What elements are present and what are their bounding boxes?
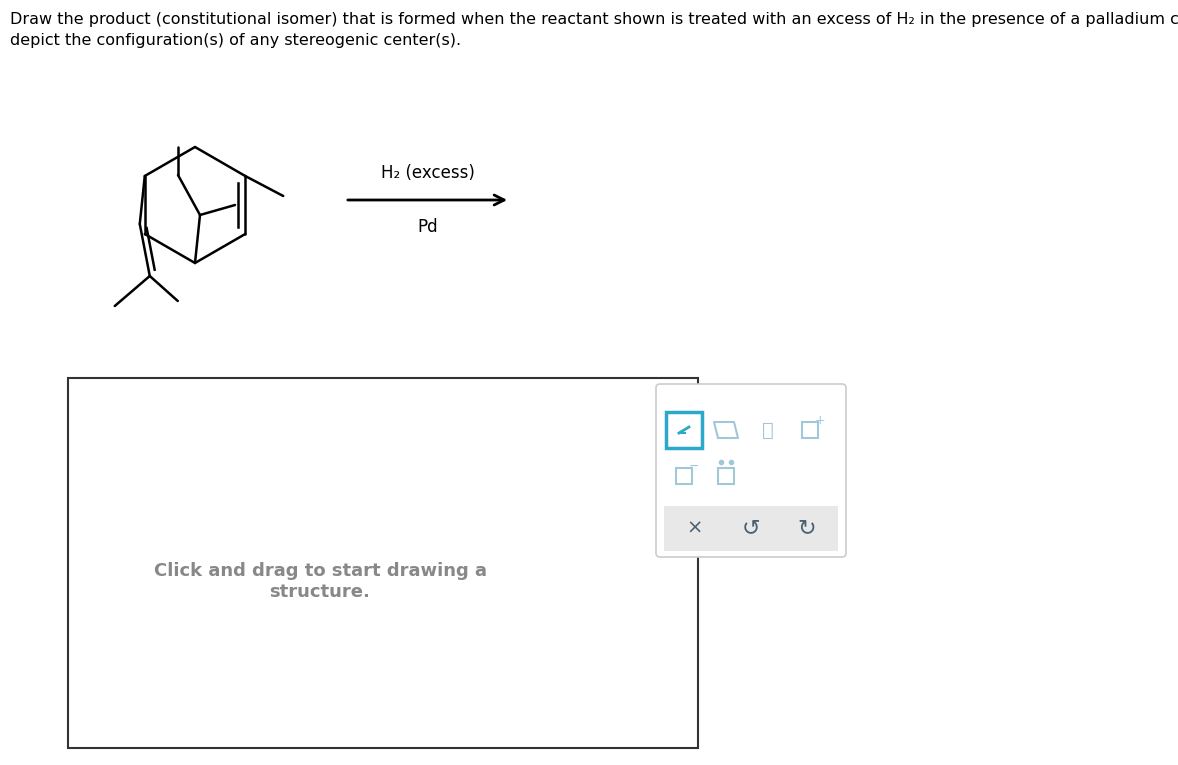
Text: H₂ (excess): H₂ (excess) — [380, 164, 475, 182]
Text: depict the configuration(s) of any stereogenic center(s).: depict the configuration(s) of any stere… — [9, 33, 461, 48]
Text: ↻: ↻ — [798, 518, 816, 538]
Text: ↺: ↺ — [742, 518, 760, 538]
Text: ×: × — [687, 519, 703, 538]
Bar — [664, 506, 838, 551]
Bar — [68, 378, 699, 748]
FancyBboxPatch shape — [656, 384, 846, 557]
Text: +: + — [815, 414, 826, 427]
Text: Pd: Pd — [417, 218, 438, 236]
Bar — [676, 468, 691, 484]
Text: −: − — [689, 460, 700, 473]
Bar — [719, 468, 734, 484]
Text: Draw the product (constitutional isomer) that is formed when the reactant shown : Draw the product (constitutional isomer)… — [9, 12, 1178, 27]
Text: Click and drag to start drawing a
structure.: Click and drag to start drawing a struct… — [153, 562, 487, 601]
Bar — [666, 412, 702, 448]
Text: ✋: ✋ — [762, 421, 774, 440]
Bar — [802, 422, 818, 438]
